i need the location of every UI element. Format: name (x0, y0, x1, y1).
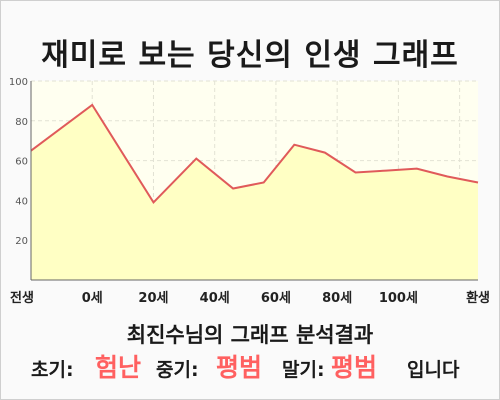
x-tick-label: 100세 (379, 291, 418, 306)
y-tick-label: 40 (15, 196, 28, 207)
x-tick-label: 40세 (200, 291, 230, 306)
y-tick-label: 20 (15, 236, 28, 247)
y-tick-label: 100 (9, 77, 28, 88)
x-tick-label: 환생 (466, 290, 490, 306)
y-tick-label: 80 (15, 117, 28, 128)
x-tick-label: 80세 (322, 291, 352, 306)
x-tick-label: 60세 (261, 291, 291, 306)
y-tick-labels: 20 40 60 80 100 (9, 77, 28, 247)
y-tick-label: 60 (15, 157, 28, 168)
early-value: 험난 (95, 353, 142, 382)
result-heading: 최진수님의 그래프 분석결과 (126, 323, 374, 347)
life-line (30, 103, 479, 205)
life-area-fill (31, 104, 478, 281)
mid-label: 중기: (156, 359, 199, 381)
page-title: 재미로 보는 당신의 인생 그래프 (41, 38, 459, 73)
late-label: 말기: (282, 359, 325, 381)
x-tick-labels: 전생 0세 20세 40세 60세 80세 100세 환생 (10, 290, 490, 306)
late-value: 평범 (331, 353, 378, 382)
x-tick-label: 20세 (138, 291, 168, 306)
mid-value: 평범 (216, 353, 263, 382)
x-tick-label: 0세 (82, 291, 103, 306)
early-label: 초기: (31, 359, 74, 381)
result-summary: 초기: 험난 중기: 평범 말기: 평범 입니다 (0, 345, 500, 385)
x-tick-label: 전생 (10, 290, 34, 306)
ending-text: 입니다 (407, 359, 460, 381)
